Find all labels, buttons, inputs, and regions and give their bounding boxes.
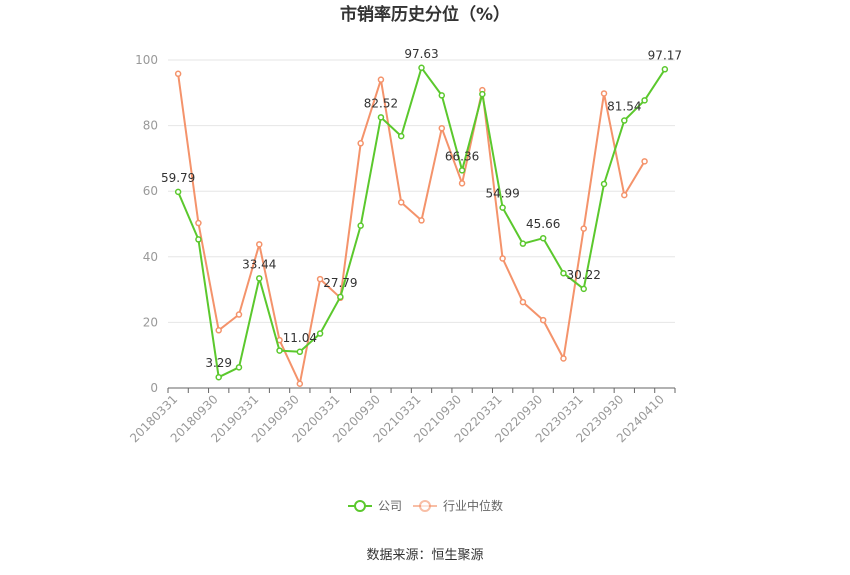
data-point	[316, 275, 324, 283]
data-point	[195, 219, 202, 227]
data-point	[519, 240, 527, 247]
data-point	[397, 199, 405, 206]
data-point	[580, 285, 587, 293]
y-tick-label: 20	[143, 315, 158, 329]
data-label: 30.22	[567, 268, 601, 282]
data-point	[418, 217, 425, 224]
data-point	[276, 347, 283, 354]
data-label: 3.29	[205, 356, 232, 370]
data-point	[458, 180, 466, 187]
data-point	[418, 64, 425, 72]
data-label: 82.52	[364, 96, 398, 110]
data-point	[438, 124, 446, 132]
data-point	[256, 241, 263, 248]
data-point	[661, 66, 669, 73]
data-point	[174, 188, 182, 196]
axes: 0204060801002018033120180930201903312019…	[127, 53, 676, 445]
data-point	[600, 90, 608, 97]
source-note: 数据来源：恒生聚源	[366, 548, 483, 563]
data-point	[174, 70, 182, 78]
data-point	[479, 90, 486, 98]
data-point	[458, 167, 466, 174]
legend-marker	[419, 500, 431, 512]
y-tick-label: 60	[143, 184, 158, 198]
data-point	[539, 316, 547, 324]
data-label: 54.99	[485, 187, 519, 201]
data-point	[621, 191, 628, 199]
legend-label: 行业中位数	[443, 498, 503, 513]
data-label: 66.36	[445, 149, 479, 163]
data-point	[560, 269, 567, 277]
legend-item-0[interactable]: 公司	[348, 499, 402, 513]
data-label: 27.79	[323, 276, 357, 290]
data-point	[296, 348, 304, 356]
series-line-1	[177, 73, 646, 385]
data-point	[316, 330, 324, 337]
data-point	[215, 373, 222, 381]
data-point	[256, 275, 263, 282]
data-point	[357, 140, 364, 147]
data-point	[580, 225, 587, 232]
data-point	[235, 311, 243, 318]
data-point	[560, 355, 567, 362]
data-point	[499, 255, 506, 262]
legend[interactable]: 公司 行业中位数	[348, 498, 503, 513]
data-point	[357, 222, 364, 229]
data-label: 33.44	[242, 257, 276, 271]
data-label: 59.79	[161, 171, 195, 185]
data-point	[235, 364, 243, 371]
data-labels: 59.79 3.29 33.44 11.04 27.79 82.52 97.63 66.36 5…	[161, 47, 682, 370]
data-point	[337, 293, 344, 301]
data-label: 11.04	[283, 331, 317, 345]
y-tick-label: 80	[143, 119, 158, 133]
data-point	[215, 327, 222, 334]
legend-item-1[interactable]: 行业中位数	[413, 498, 503, 513]
data-point	[296, 380, 304, 387]
legend-marker	[354, 500, 366, 512]
data-point	[377, 114, 385, 121]
data-label: 97.63	[404, 47, 438, 61]
chart-title: 市销率历史分位（%）	[340, 4, 510, 25]
grid	[168, 59, 675, 323]
data-point	[397, 132, 405, 140]
data-point	[438, 92, 446, 99]
data-label: 45.66	[526, 217, 560, 231]
data-point	[641, 97, 648, 104]
legend-label: 公司	[378, 499, 402, 513]
data-label: 97.17	[648, 48, 682, 62]
y-tick-label: 40	[143, 250, 158, 264]
data-point	[641, 158, 648, 165]
y-tick-label: 100	[135, 53, 158, 67]
data-point	[539, 234, 547, 242]
data-point	[519, 298, 527, 306]
data-label: 81.54	[607, 100, 641, 114]
series-layer	[174, 64, 669, 387]
data-point	[195, 236, 202, 243]
data-point	[377, 76, 385, 83]
y-tick-label: 0	[150, 381, 158, 395]
data-point	[600, 180, 608, 188]
data-point	[499, 204, 506, 211]
data-point	[621, 117, 628, 124]
